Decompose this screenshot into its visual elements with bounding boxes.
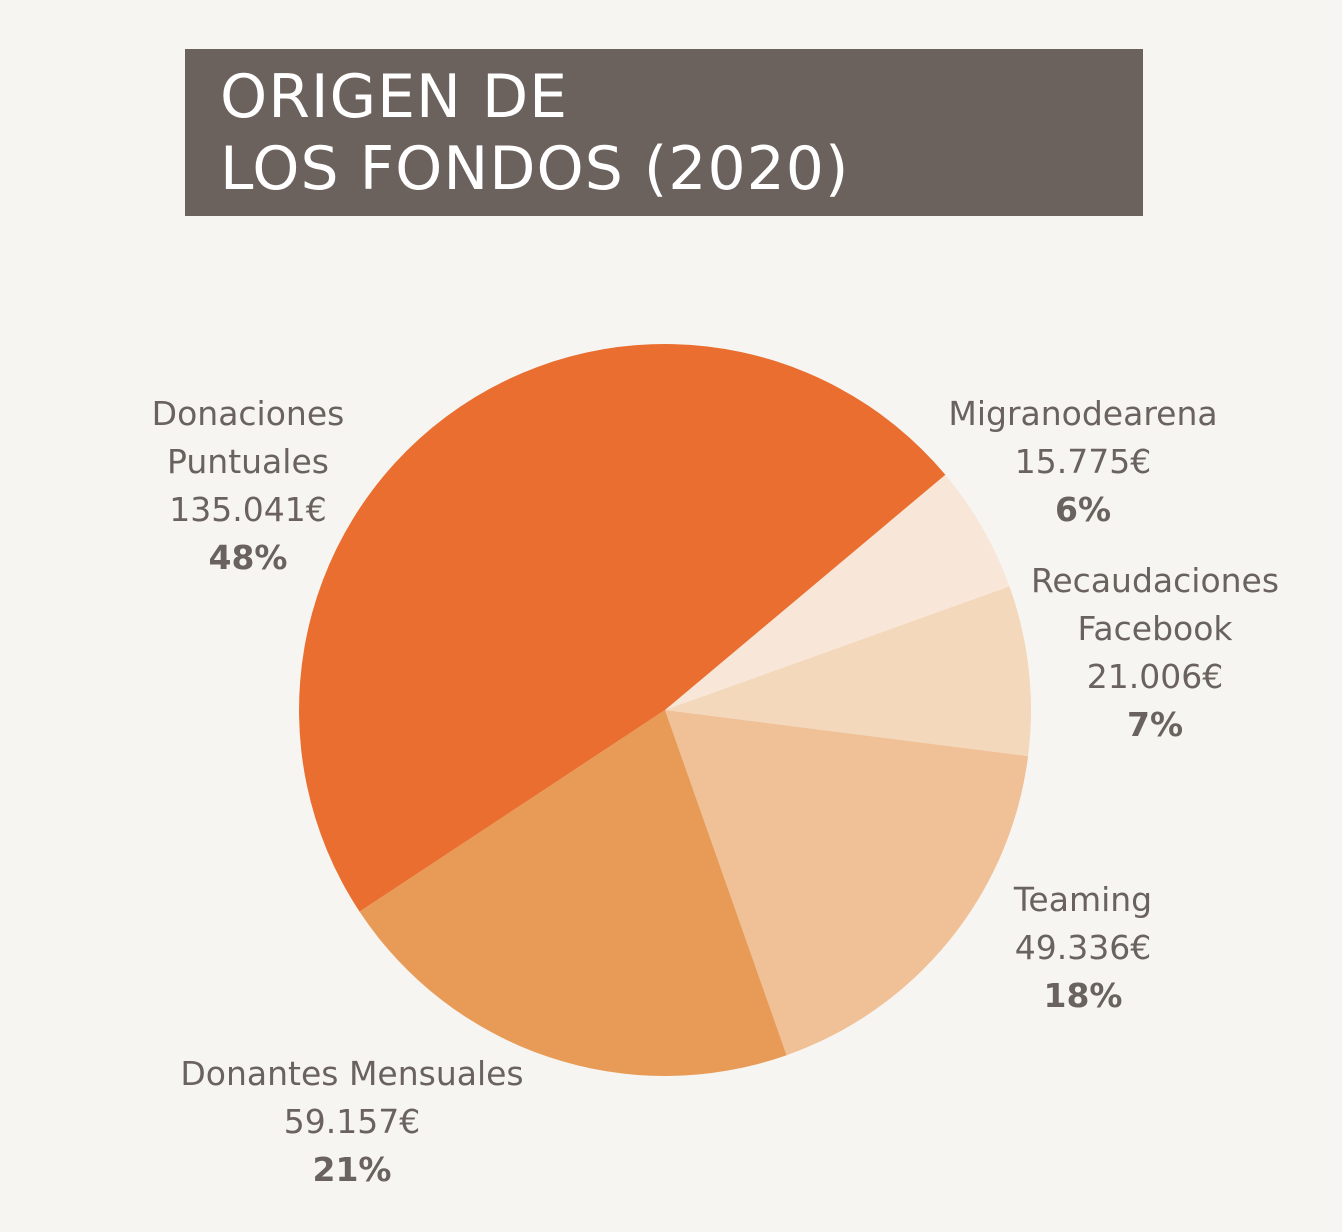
slice-name-line-1: Donaciones bbox=[151, 394, 345, 433]
slice-percent: 21% bbox=[312, 1150, 392, 1189]
slice-donantes-mensuales bbox=[359, 710, 787, 1076]
chart-title-line-1: ORIGEN DE bbox=[220, 62, 569, 132]
slice-name: Donantes Mensuales bbox=[180, 1054, 524, 1093]
slice-name-line-1: Recaudaciones bbox=[1030, 561, 1280, 600]
label-migranodearena: Migranodearena 15.775€ 6% bbox=[948, 390, 1217, 534]
slice-migranodearena bbox=[665, 474, 1010, 710]
slice-percent: 18% bbox=[1043, 976, 1123, 1015]
slice-amount: 59.157€ bbox=[283, 1102, 421, 1141]
label-teaming: Teaming 49.336€ 18% bbox=[1014, 876, 1152, 1020]
label-donantes-mensuales: Donantes Mensuales 59.157€ 21% bbox=[180, 1050, 523, 1194]
slice-percent: 7% bbox=[1126, 705, 1184, 744]
label-donaciones-puntuales: Donaciones Puntuales 135.041€ 48% bbox=[152, 390, 345, 582]
slice-teaming bbox=[665, 710, 1029, 1056]
slice-name: Teaming bbox=[1013, 880, 1153, 919]
slice-percent: 6% bbox=[1054, 490, 1112, 529]
slice-amount: 49.336€ bbox=[1014, 928, 1152, 967]
label-recaudaciones-facebook: Recaudaciones Facebook 21.006€ 7% bbox=[1031, 557, 1279, 749]
slice-donaciones-puntuales bbox=[299, 344, 946, 912]
slice-name: Migranodearena bbox=[948, 394, 1218, 433]
slice-amount: 15.775€ bbox=[1014, 442, 1152, 481]
slice-name-line-2: Facebook bbox=[1077, 609, 1233, 648]
chart-title-box: ORIGEN DE LOS FONDOS (2020) bbox=[185, 49, 1143, 216]
slice-amount: 21.006€ bbox=[1086, 657, 1224, 696]
slice-percent: 48% bbox=[208, 538, 288, 577]
slice-name-line-2: Puntuales bbox=[167, 442, 329, 481]
slice-amount: 135.041€ bbox=[169, 490, 327, 529]
slice-recaudaciones-facebook bbox=[665, 586, 1031, 757]
chart-title-line-2: LOS FONDOS (2020) bbox=[220, 134, 850, 204]
